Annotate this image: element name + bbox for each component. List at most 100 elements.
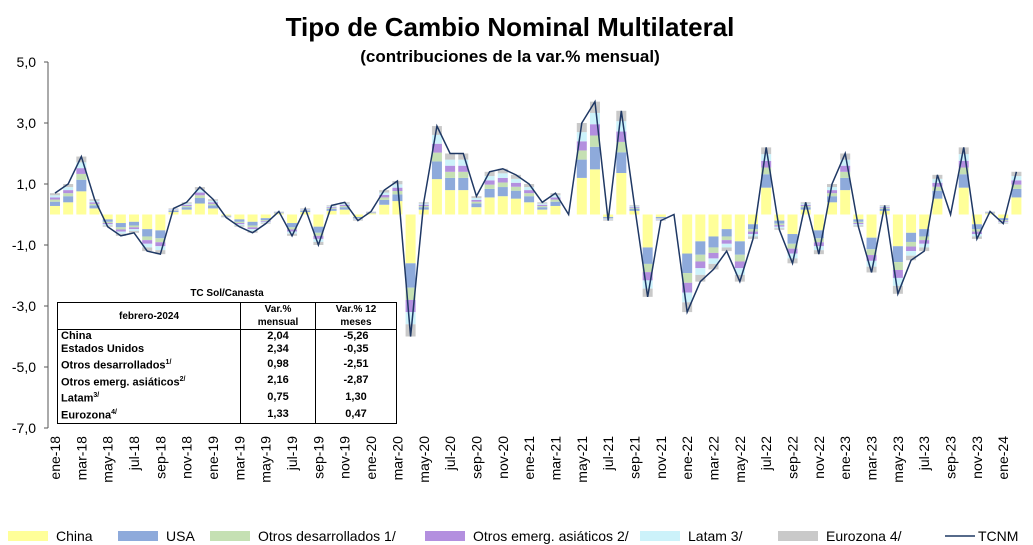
bar-segment: [458, 171, 469, 178]
bar-segment: [524, 196, 535, 203]
bar-segment: [484, 176, 495, 181]
bar-segment: [352, 218, 363, 220]
bar-segment: [840, 165, 851, 172]
bar-segment: [50, 195, 60, 198]
bar-segment: [155, 230, 166, 239]
x-tick-label: nov-20: [495, 436, 511, 479]
bar-segment: [181, 203, 192, 205]
table-row-label: Latam3/: [57, 389, 241, 406]
bar-segment: [379, 204, 390, 215]
bar-segment: [208, 200, 219, 203]
bar-segment: [721, 247, 732, 252]
bar-segment: [721, 240, 732, 244]
table-row: China 2,04 -5,26: [57, 329, 397, 343]
bar-segment: [194, 198, 205, 204]
table-header-cell: Var.% mensual: [240, 302, 316, 330]
bar-segment: [840, 171, 851, 178]
bar-segment: [392, 194, 403, 202]
row-label: China: [61, 330, 92, 342]
bar-segment: [260, 214, 271, 219]
bar-segment: [510, 178, 521, 183]
bar-segment: [221, 215, 232, 217]
bar-segment: [326, 209, 337, 211]
bar-segment: [247, 225, 258, 228]
bar-segment: [616, 173, 627, 215]
x-tick-label: ene-19: [205, 436, 221, 480]
bar-segment: [813, 238, 824, 243]
legend-swatch: [210, 531, 250, 541]
bar-segment: [971, 231, 982, 235]
bar-segment: [129, 225, 140, 228]
bar-segment: [405, 312, 416, 325]
bar-segment: [787, 214, 798, 235]
table-cell: 0,98: [240, 356, 316, 373]
legend-item: Otros emerg. asiáticos 2/: [425, 528, 629, 544]
table-title: TC Sol/Canasta: [190, 288, 264, 299]
x-tick-label: ene-22: [679, 436, 695, 480]
legend-item: Otros desarrollados 1/: [210, 528, 396, 544]
bar-segment: [155, 246, 166, 251]
bar-segment: [787, 234, 798, 244]
bar-segment: [129, 214, 140, 222]
x-tick-label: jul-20: [442, 436, 458, 471]
bar-segment: [445, 171, 456, 178]
bar-segment: [273, 213, 284, 215]
bar-segment: [50, 205, 60, 215]
bar-segment: [379, 192, 390, 195]
bar-segment: [471, 207, 482, 215]
bar-segment: [287, 214, 298, 224]
table-cell: 1,30: [315, 389, 397, 406]
x-tick-label: may-22: [732, 436, 748, 483]
bar-segment: [734, 268, 745, 275]
table-cell: 1,33: [240, 405, 316, 424]
bar-segment: [50, 201, 60, 206]
bar-segment: [260, 219, 271, 221]
bar-segment: [339, 203, 350, 205]
bar-segment: [1011, 176, 1022, 181]
bar-segment: [958, 160, 969, 168]
bar-segment: [445, 159, 456, 166]
bar-segment: [431, 134, 442, 144]
bar-segment: [695, 261, 706, 269]
table-cell: 2,34: [240, 343, 316, 356]
bar-segment: [194, 195, 205, 199]
bar-segment: [774, 223, 785, 226]
bar-segment: [932, 186, 943, 191]
bar-segment: [405, 299, 416, 313]
bar-segment: [208, 203, 219, 206]
bar-segment: [616, 131, 627, 142]
bar-segment: [787, 248, 798, 254]
bar-segment: [734, 241, 745, 255]
bar-segment: [392, 191, 403, 195]
bar-segment: [537, 207, 548, 210]
legend-label: Latam 3/: [688, 528, 743, 544]
table-header-cell: febrero-2024: [57, 302, 241, 330]
bar-segment: [655, 214, 666, 217]
bar-segment: [405, 263, 416, 288]
bar-segment: [853, 214, 864, 220]
bar-segment: [510, 190, 521, 199]
legend-label: China: [56, 528, 93, 544]
bar-segment: [63, 190, 74, 194]
bar-segment: [550, 197, 561, 200]
bar-segment: [115, 214, 126, 224]
bar-segment: [840, 190, 851, 215]
y-tick-label: -7,0: [12, 420, 36, 436]
bar-segment: [919, 240, 930, 244]
bar-segment: [366, 212, 377, 214]
bar-segment: [761, 187, 772, 215]
x-tick-label: jul-18: [126, 436, 142, 471]
bar-segment: [352, 214, 363, 217]
table-cell: -2,87: [315, 372, 397, 390]
bar-segment: [761, 160, 772, 168]
bar-segment: [260, 220, 271, 222]
bar-segment: [89, 208, 100, 215]
x-tick-label: sep-19: [310, 436, 326, 479]
bar-segment: [510, 182, 521, 187]
bar-segment: [958, 154, 969, 161]
legend-item: USA: [118, 528, 195, 544]
x-tick-label: ene-24: [995, 436, 1011, 480]
bar-segment: [484, 197, 495, 215]
bar-segment: [866, 249, 877, 256]
